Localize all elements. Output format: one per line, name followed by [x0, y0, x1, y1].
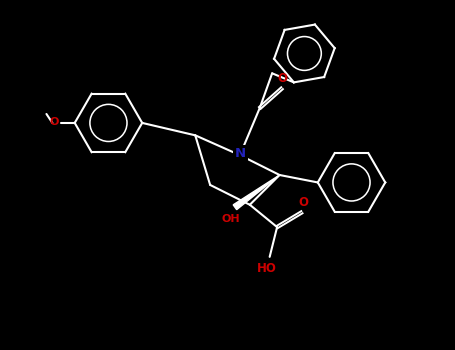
Text: O: O: [50, 117, 59, 127]
Text: OH: OH: [222, 214, 240, 224]
Text: O: O: [298, 196, 308, 209]
Text: O: O: [277, 72, 287, 85]
Text: HO: HO: [257, 262, 277, 275]
Polygon shape: [233, 175, 279, 210]
Text: N: N: [235, 147, 246, 160]
